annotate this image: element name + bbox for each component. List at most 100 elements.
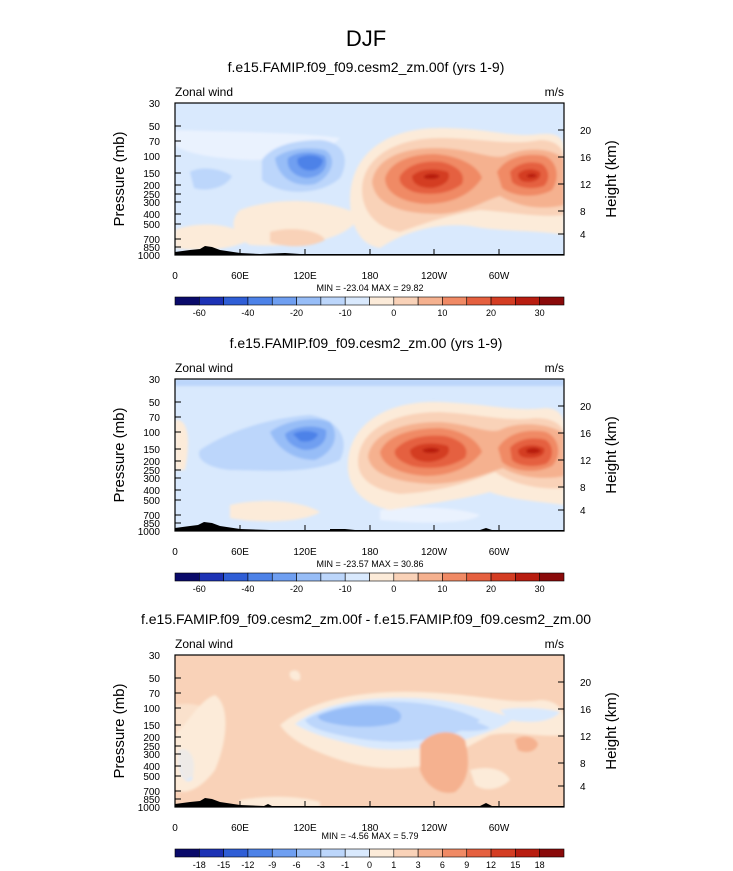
colorbar-box bbox=[515, 296, 540, 306]
colorbar-box bbox=[296, 848, 322, 858]
colorbar-box bbox=[490, 296, 516, 306]
pressure-tick: 1000 bbox=[138, 251, 161, 262]
colorbar-box bbox=[296, 296, 322, 306]
panel-2-field bbox=[175, 379, 564, 531]
pressure-tick: 70 bbox=[149, 689, 161, 700]
colorbar-tick-label: -10 bbox=[339, 584, 352, 594]
colorbar-box bbox=[393, 848, 419, 858]
colorbar-box bbox=[271, 296, 297, 306]
colorbar-box bbox=[320, 296, 346, 306]
x-tick: 60W bbox=[489, 547, 510, 558]
panel-2-units-label: m/s bbox=[545, 361, 564, 375]
x-tick: 180 bbox=[362, 271, 379, 282]
height-tick: 20 bbox=[580, 402, 592, 413]
height-tick: 8 bbox=[580, 483, 586, 494]
colorbar-box bbox=[442, 848, 468, 858]
panel-1-units-label: m/s bbox=[545, 85, 564, 99]
pressure-tick: 500 bbox=[143, 496, 160, 507]
colorbar-box bbox=[223, 296, 249, 306]
x-tick: 120W bbox=[421, 547, 448, 558]
colorbar-box bbox=[490, 848, 516, 858]
height-tick: 20 bbox=[580, 126, 592, 137]
colorbar-tick-label: -15 bbox=[217, 860, 230, 870]
colorbar-tick-label: 12 bbox=[486, 860, 496, 870]
height-tick: 4 bbox=[580, 782, 586, 793]
x-tick: 180 bbox=[362, 547, 379, 558]
pressure-tick: 700 bbox=[143, 511, 160, 522]
panel-3-x-axis: 0 60E 120E 180 120W 60W bbox=[172, 801, 510, 834]
height-tick: 8 bbox=[580, 759, 586, 770]
colorbar-tick-label: -18 bbox=[193, 860, 206, 870]
panel-1-y2-axis: Height (km) 20 16 12 8 4 bbox=[558, 126, 620, 241]
pressure-tick: 50 bbox=[149, 674, 161, 685]
colorbar-tick-label: 20 bbox=[486, 308, 496, 318]
pressure-tick: 250 bbox=[143, 466, 160, 477]
colorbar-tick-label: -12 bbox=[241, 860, 254, 870]
colorbar-tick-label: 3 bbox=[416, 860, 421, 870]
panel-2-variable-label: Zonal wind bbox=[175, 361, 233, 375]
pressure-tick: 100 bbox=[143, 428, 160, 439]
colorbar-box bbox=[344, 296, 370, 306]
colorbar-box bbox=[271, 848, 297, 858]
pressure-tick: 150 bbox=[143, 445, 160, 456]
pressure-tick: 300 bbox=[143, 474, 160, 485]
colorbar-box bbox=[539, 296, 565, 306]
pressure-tick: 250 bbox=[143, 190, 160, 201]
colorbar-tick-label: -6 bbox=[293, 860, 301, 870]
colorbar-box bbox=[539, 848, 565, 858]
panel-3-y2-axis: Height (km) 20 16 12 8 4 bbox=[558, 678, 620, 793]
colorbar-tick-label: 18 bbox=[535, 860, 545, 870]
x-tick: 120E bbox=[293, 823, 317, 834]
x-tick: 60E bbox=[231, 271, 249, 282]
height-tick: 12 bbox=[580, 732, 592, 743]
colorbar-tick-label: 9 bbox=[464, 860, 469, 870]
panel-2-title: f.e15.FAMIP.f09_f09.cesm2_zm.00 (yrs 1-9… bbox=[230, 335, 503, 351]
x-tick: 60W bbox=[489, 271, 510, 282]
pressure-tick: 50 bbox=[149, 398, 161, 409]
colorbar-box bbox=[393, 572, 419, 582]
colorbar-box bbox=[174, 572, 200, 582]
colorbar-box bbox=[490, 572, 516, 582]
pressure-tick: 250 bbox=[143, 742, 160, 753]
panel-3-y-axis: Pressure (mb) 30 50 70 100 150 200 250 3… bbox=[111, 651, 181, 814]
panel-3-title: f.e15.FAMIP.f09_f09.cesm2_zm.00f - f.e15… bbox=[141, 611, 591, 627]
colorbar-box bbox=[344, 848, 370, 858]
pressure-tick: 30 bbox=[149, 99, 161, 110]
colorbar-box bbox=[466, 572, 492, 582]
colorbar-box bbox=[539, 572, 565, 582]
pressure-tick: 50 bbox=[149, 122, 161, 133]
colorbar-box bbox=[369, 296, 395, 306]
panel-3-colorbar: -18 -15 -12 -9 -6 -3 -1 0 1 3 6 9 12 15 18 bbox=[174, 848, 565, 870]
height-tick: 4 bbox=[580, 230, 586, 241]
colorbar-tick-label: 15 bbox=[510, 860, 520, 870]
x-tick: 120E bbox=[293, 271, 317, 282]
colorbar-box bbox=[174, 848, 200, 858]
panel-2: f.e15.FAMIP.f09_f09.cesm2_zm.00 (yrs 1-9… bbox=[111, 335, 620, 594]
height-tick: 4 bbox=[580, 506, 586, 517]
colorbar-box bbox=[199, 848, 224, 858]
colorbar-tick-label: -20 bbox=[290, 308, 303, 318]
pressure-tick: 400 bbox=[143, 486, 160, 497]
pressure-tick: 200 bbox=[143, 457, 160, 468]
pressure-tick: 400 bbox=[143, 210, 160, 221]
colorbar-box bbox=[417, 572, 443, 582]
pressure-tick: 700 bbox=[143, 235, 160, 246]
panel-1-y-axis: Pressure (mb) 30 50 70 100 150 200 250 3… bbox=[111, 99, 181, 262]
colorbar-tick-label: 0 bbox=[367, 860, 372, 870]
colorbar-box bbox=[199, 572, 224, 582]
panel-2-y-axis: Pressure (mb) 30 50 70 100 150 200 250 3… bbox=[111, 375, 181, 538]
colorbar-box bbox=[466, 296, 492, 306]
panel-1: f.e15.FAMIP.f09_f09.cesm2_zm.00f (yrs 1-… bbox=[111, 59, 620, 318]
x-tick: 60W bbox=[489, 823, 510, 834]
colorbar-box bbox=[417, 848, 443, 858]
colorbar-tick-label: -40 bbox=[241, 308, 254, 318]
height-tick: 12 bbox=[580, 456, 592, 467]
pressure-tick: 850 bbox=[143, 795, 160, 806]
height-tick: 16 bbox=[580, 153, 592, 164]
colorbar-box bbox=[320, 848, 346, 858]
colorbar-tick-label: -40 bbox=[241, 584, 254, 594]
panel-2-y2-axis-label: Height (km) bbox=[603, 416, 620, 494]
panel-3-y-axis-label: Pressure (mb) bbox=[111, 683, 128, 778]
panel-1-y-axis-label: Pressure (mb) bbox=[111, 131, 128, 226]
